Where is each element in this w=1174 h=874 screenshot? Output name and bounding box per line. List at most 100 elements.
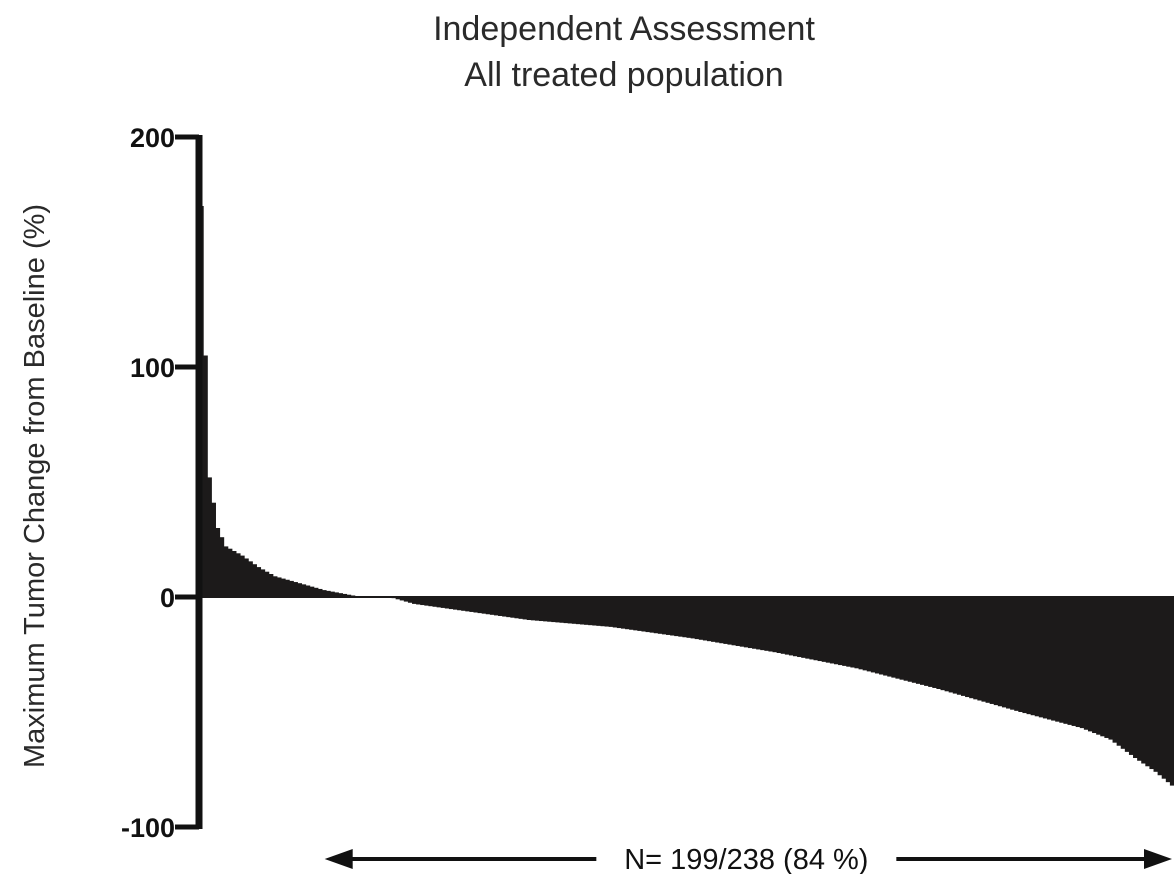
- bar: [793, 597, 798, 657]
- bar: [879, 597, 884, 675]
- bar: [588, 597, 593, 626]
- bar: [559, 597, 565, 623]
- bar: [1030, 597, 1036, 716]
- bar: [604, 597, 610, 627]
- bar: [272, 576, 278, 597]
- bar: [1128, 597, 1134, 755]
- bar: [854, 597, 860, 669]
- bar: [612, 597, 618, 628]
- bar: [883, 597, 888, 676]
- bar: [407, 597, 413, 603]
- y-tick-label: 100: [130, 353, 175, 383]
- arrow-left-head-icon: [324, 849, 353, 869]
- bar: [727, 597, 733, 645]
- bar: [260, 569, 266, 597]
- bar: [743, 597, 749, 648]
- bar: [1149, 597, 1155, 770]
- bar: [571, 597, 577, 624]
- bar: [252, 564, 257, 597]
- bar: [788, 597, 794, 656]
- bar: [301, 584, 307, 597]
- bar: [899, 597, 905, 680]
- bar: [780, 597, 786, 654]
- bar: [641, 597, 647, 632]
- bar: [653, 597, 659, 634]
- bar: [776, 597, 782, 653]
- bar: [1104, 597, 1110, 738]
- bar: [596, 597, 602, 626]
- bar: [1124, 597, 1130, 752]
- bar: [584, 597, 589, 625]
- bar: [1133, 597, 1138, 758]
- y-axis-label: Maximum Tumor Change from Baseline (%): [19, 204, 51, 768]
- bar: [1022, 597, 1028, 714]
- bar: [1112, 597, 1118, 743]
- bar: [219, 537, 225, 597]
- bar: [1075, 597, 1081, 728]
- bar: [395, 597, 401, 600]
- bar: [309, 586, 315, 597]
- bar: [801, 597, 806, 658]
- bar: [981, 597, 987, 702]
- bar: [321, 590, 327, 597]
- bar: [264, 571, 270, 597]
- bar: [633, 597, 638, 631]
- bar: [280, 578, 286, 597]
- bar: [887, 597, 892, 677]
- bar: [756, 597, 761, 650]
- bar: [334, 592, 339, 597]
- bar: [870, 597, 876, 673]
- bar: [944, 597, 950, 692]
- bar: [551, 597, 557, 623]
- bar: [1100, 597, 1105, 737]
- bar: [285, 579, 290, 597]
- bar: [1038, 597, 1044, 718]
- bar: [965, 597, 970, 698]
- bar: [805, 597, 810, 659]
- bar: [862, 597, 868, 671]
- bar: [649, 597, 655, 633]
- bar: [1018, 597, 1024, 712]
- bar: [1006, 597, 1011, 709]
- bar: [256, 567, 262, 597]
- bar: [514, 597, 520, 619]
- bar: [403, 597, 409, 602]
- bar: [1055, 597, 1060, 722]
- bar: [850, 597, 856, 668]
- bar: [1001, 597, 1007, 708]
- bar: [645, 597, 651, 633]
- bar: [903, 597, 909, 681]
- bar: [797, 597, 802, 658]
- bar: [616, 597, 622, 629]
- bar: [682, 597, 688, 638]
- bar: [1116, 597, 1122, 746]
- bar: [289, 580, 294, 597]
- bar: [1034, 597, 1040, 717]
- bar: [825, 597, 831, 663]
- bar: [526, 597, 532, 620]
- bar: [207, 477, 212, 597]
- bar: [227, 548, 233, 597]
- bar: [907, 597, 913, 682]
- bar: [842, 597, 847, 666]
- bar: [752, 597, 757, 649]
- bar: [715, 597, 720, 643]
- bar: [1087, 597, 1093, 732]
- bar: [244, 558, 249, 597]
- bar: [1014, 597, 1019, 711]
- bar: [215, 528, 221, 597]
- bar: [313, 587, 319, 597]
- bar: [399, 597, 405, 601]
- bar: [424, 597, 430, 606]
- bar: [1157, 597, 1163, 776]
- bar: [928, 597, 933, 687]
- bar: [772, 597, 778, 653]
- bar: [575, 597, 581, 625]
- bar: [498, 597, 503, 616]
- bar: [670, 597, 675, 636]
- bar: [960, 597, 966, 696]
- bar: [629, 597, 634, 630]
- bar: [465, 597, 470, 612]
- bar: [625, 597, 630, 630]
- bar: [432, 597, 438, 607]
